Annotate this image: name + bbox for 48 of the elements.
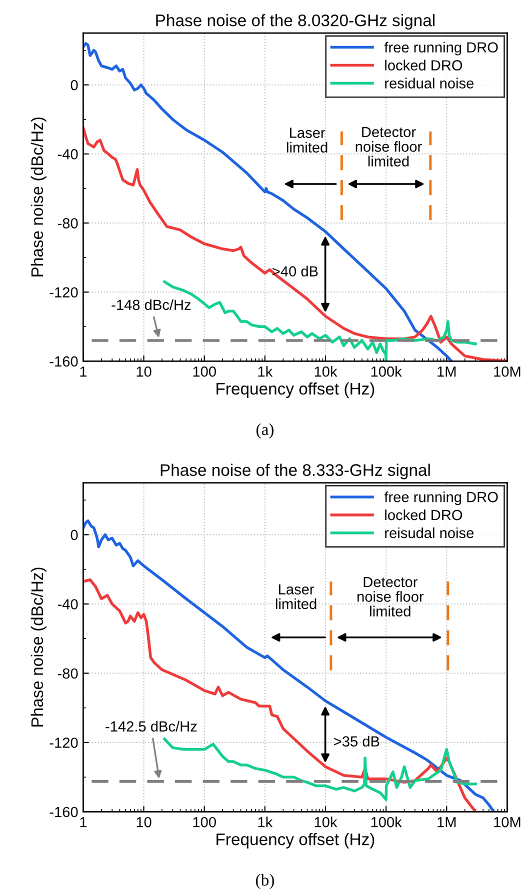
annotation: >35 dB (334, 736, 380, 747)
x-tick-label: 10M (494, 366, 520, 377)
y-tick-label: -80 (58, 218, 78, 228)
y-tick-label: -120 (50, 738, 78, 748)
y-tick-label: -120 (50, 287, 78, 298)
legend-label: reisudal noise (385, 527, 474, 538)
y-tick-label: -80 (58, 668, 78, 679)
x-tick-label: 1 (80, 817, 87, 828)
x-axis-title: Frequency offset (Hz) (216, 832, 374, 849)
ref-line-label: -142.5 dBc/Hz (106, 720, 197, 732)
x-tick-label: 1k (258, 366, 273, 377)
x-tick-label: 1M (438, 366, 456, 377)
x-tick-label: 1k (258, 816, 273, 828)
legend-label: residual noise (385, 78, 474, 88)
chart-title: Phase noise of the 8.0320-GHz signal (156, 14, 434, 30)
ref-line-label: -148 dBc/Hz (112, 299, 191, 310)
chart-title: Phase noise of the 8.333-GHz signal (160, 464, 430, 480)
annotation: Laser limited (286, 128, 328, 153)
x-tick-label: 10k (314, 816, 338, 828)
y-tick-label: -40 (58, 599, 78, 610)
legend-label: locked DRO (385, 60, 462, 71)
x-tick-label: 1 (80, 366, 87, 377)
text: (a) (256, 423, 274, 438)
legend-label: free running DRO (384, 492, 498, 506)
y-tick-label: 0 (70, 80, 78, 90)
annotation: Detector noise floor limited (358, 576, 424, 616)
y-axis-title: Phase noise (dBc/Hz) (30, 118, 46, 276)
y-axis-title: Phase noise (dBc/Hz) (30, 568, 46, 726)
x-tick-label: 10M (494, 817, 520, 828)
y-tick-label: -160 (50, 806, 78, 818)
x-tick-label: 100 (193, 817, 216, 828)
x-tick-label: 1M (438, 817, 456, 828)
legend-label: locked DRO (385, 509, 462, 520)
x-tick-label: 100 (193, 366, 216, 377)
y-tick-label: -160 (50, 356, 78, 367)
annotation: Laser limited (276, 584, 316, 610)
annotation: >40 dB (272, 266, 318, 277)
x-tick-label: 10k (314, 366, 338, 377)
x-tick-label: 10 (136, 366, 152, 377)
x-tick-label: 100k (371, 816, 402, 828)
y-tick-label: 0 (70, 530, 78, 540)
y-tick-label: -40 (58, 149, 78, 160)
legend-label: free running DRO (384, 42, 498, 56)
x-tick-label: 100k (371, 366, 402, 377)
text: (b) (256, 874, 274, 890)
annotation: Detector noise floor limited (356, 127, 422, 166)
x-tick-label: 10 (136, 817, 152, 828)
x-axis-title: Frequency offset (Hz) (216, 382, 374, 398)
